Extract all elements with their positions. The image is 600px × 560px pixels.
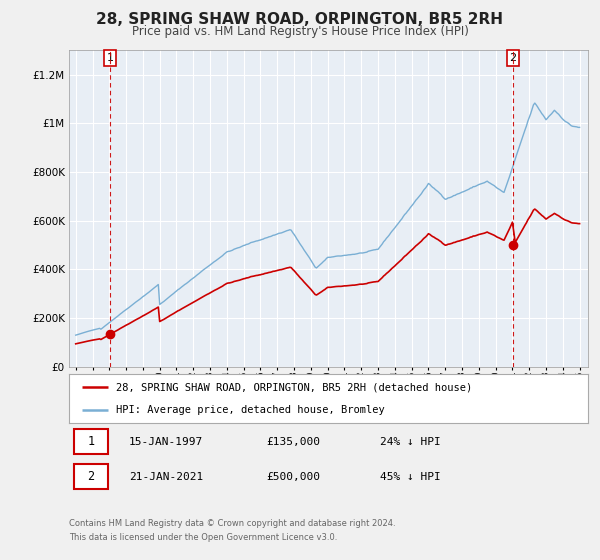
Text: £500,000: £500,000	[266, 472, 320, 482]
Text: 1: 1	[106, 53, 113, 63]
Text: This data is licensed under the Open Government Licence v3.0.: This data is licensed under the Open Gov…	[69, 533, 337, 542]
Text: 28, SPRING SHAW ROAD, ORPINGTON, BR5 2RH: 28, SPRING SHAW ROAD, ORPINGTON, BR5 2RH	[97, 12, 503, 27]
FancyBboxPatch shape	[74, 464, 108, 489]
Text: 24% ↓ HPI: 24% ↓ HPI	[380, 437, 441, 447]
Text: 2: 2	[509, 53, 517, 63]
Text: 21-JAN-2021: 21-JAN-2021	[128, 472, 203, 482]
Text: 2: 2	[88, 470, 95, 483]
Text: 15-JAN-1997: 15-JAN-1997	[128, 437, 203, 447]
Text: 28, SPRING SHAW ROAD, ORPINGTON, BR5 2RH (detached house): 28, SPRING SHAW ROAD, ORPINGTON, BR5 2RH…	[116, 382, 472, 393]
Text: HPI: Average price, detached house, Bromley: HPI: Average price, detached house, Brom…	[116, 405, 385, 416]
FancyBboxPatch shape	[74, 430, 108, 454]
Text: 1: 1	[88, 435, 95, 449]
Text: Contains HM Land Registry data © Crown copyright and database right 2024.: Contains HM Land Registry data © Crown c…	[69, 519, 395, 528]
Text: Price paid vs. HM Land Registry's House Price Index (HPI): Price paid vs. HM Land Registry's House …	[131, 25, 469, 38]
Text: 45% ↓ HPI: 45% ↓ HPI	[380, 472, 441, 482]
Text: £135,000: £135,000	[266, 437, 320, 447]
